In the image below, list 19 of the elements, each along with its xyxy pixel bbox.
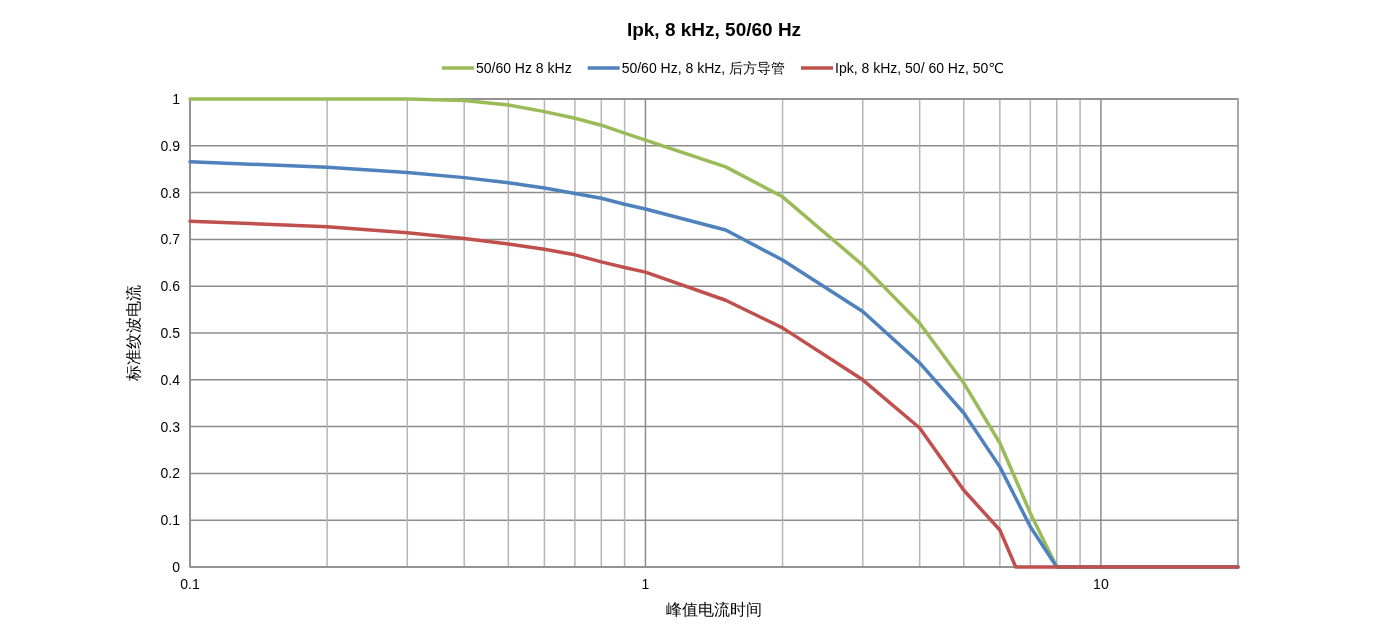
y-tick-label: 0.8 — [160, 184, 181, 201]
y-tick-label: 1 — [172, 91, 181, 107]
legend-label: 50/60 Hz 8 kHz — [475, 60, 572, 76]
y-tick-label: 0.1 — [160, 512, 181, 529]
y-tick-label: 0 — [172, 559, 181, 575]
y-tick-label: 0.3 — [160, 418, 181, 435]
x-tick-label: 1 — [641, 576, 650, 592]
y-tick-label: 0.5 — [160, 325, 181, 341]
y-tick-label: 0.2 — [160, 465, 181, 482]
y-tick-label: 0.4 — [160, 371, 181, 388]
y-tick-label: 0.7 — [160, 231, 181, 248]
y-tick-label: 0.9 — [160, 137, 181, 154]
chart-title: Ipk, 8 kHz, 50/60 Hz — [626, 19, 802, 40]
y-axis-title: 标准纹波电流 — [125, 285, 142, 382]
y-tick-label: 0.6 — [160, 278, 181, 295]
legend-label: Ipk, 8 kHz, 50/ 60 Hz, 50℃ — [835, 60, 1005, 76]
x-axis-title: 峰值电流时间 — [666, 601, 762, 618]
x-tick-label: 10 — [1093, 576, 1109, 592]
legend-label: 50/60 Hz, 8 kHz, 后方导管 — [621, 60, 786, 76]
